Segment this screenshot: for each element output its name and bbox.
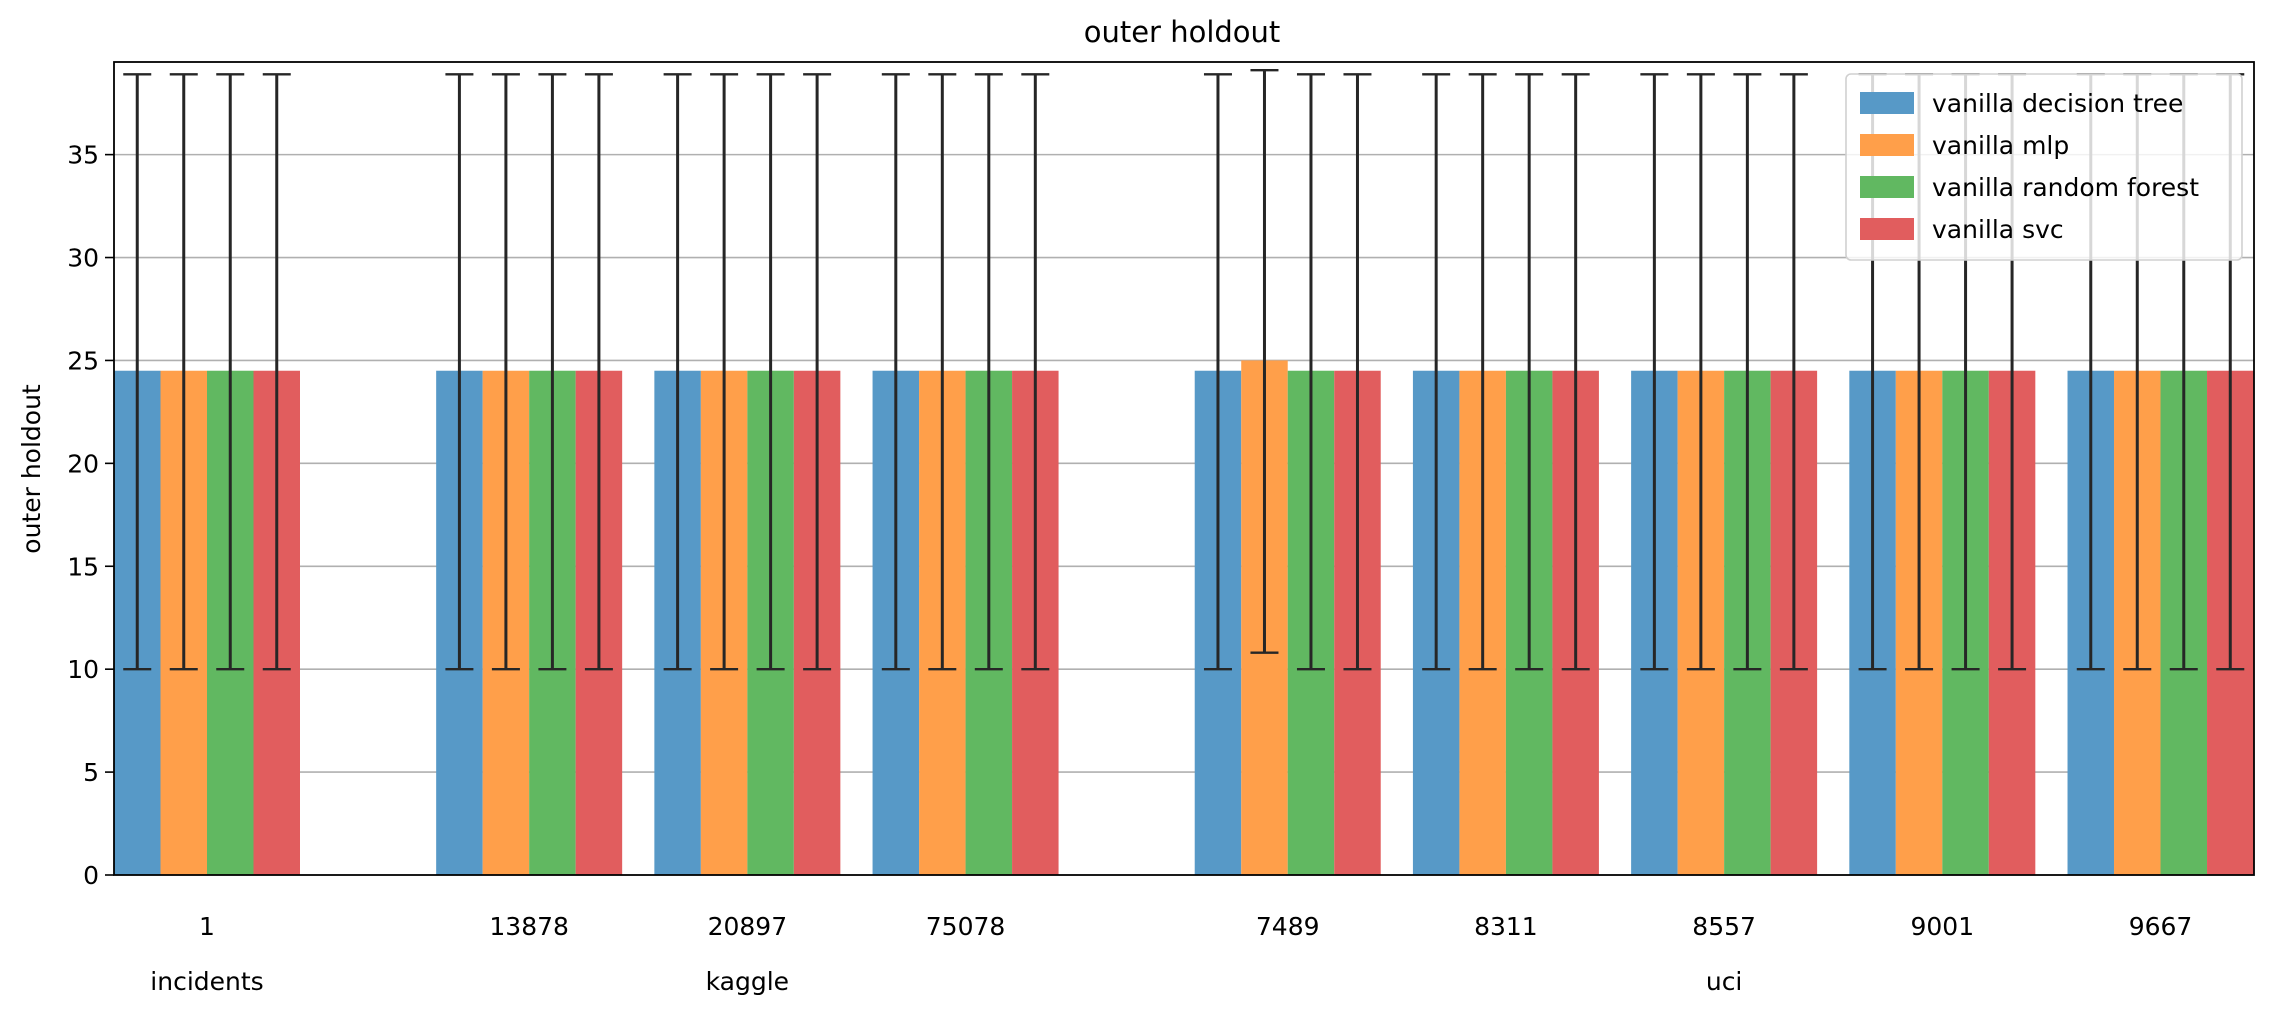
axes: 0 5 10 15 20 25 30 35 1 13878 20897 75078 7489 8311 85…: [67, 61, 2255, 996]
x-tick-label: 7489: [1256, 912, 1320, 941]
x-tick-label: 8557: [1692, 912, 1756, 941]
legend-label: vanilla svc: [1932, 215, 2064, 244]
legend-label: vanilla random forest: [1932, 173, 2199, 202]
y-tick-label: 25: [67, 346, 99, 375]
x-tick-label: 75078: [926, 912, 1006, 941]
y-tick-label: 35: [67, 141, 99, 170]
legend-label: vanilla decision tree: [1932, 89, 2183, 118]
x-tick-label: 13878: [489, 912, 569, 941]
legend-label: vanilla mlp: [1932, 131, 2069, 160]
y-tick-label: 20: [67, 449, 99, 478]
x-tick-label: 9667: [2129, 912, 2193, 941]
legend-swatch: [1860, 134, 1914, 156]
y-tick-label: 5: [83, 758, 99, 787]
legend-swatch: [1860, 92, 1914, 114]
group-label: kaggle: [706, 967, 789, 996]
legend: vanilla decision tree vanilla mlp vanilla …: [1845, 73, 2243, 261]
y-tick-label: 15: [67, 552, 99, 581]
y-tick-label: 10: [67, 655, 99, 684]
x-tick-label: 9001: [1911, 912, 1975, 941]
x-tick-label: 1: [199, 912, 215, 941]
legend-box: [1845, 73, 2243, 261]
chart-title: outer holdout: [1084, 15, 1281, 49]
legend-swatch: [1860, 218, 1914, 240]
group-label: uci: [1706, 967, 1743, 996]
y-tick-label: 0: [83, 861, 99, 890]
error-bars: [123, 69, 2245, 671]
legend-swatch: [1860, 176, 1914, 198]
plot-frame: [113, 61, 2255, 876]
x-tick-label: 8311: [1474, 912, 1538, 941]
y-axis-label: outer holdout: [17, 384, 46, 554]
x-tick-label: 20897: [708, 912, 788, 941]
y-tick-label: 30: [67, 244, 99, 273]
group-label: incidents: [150, 967, 263, 996]
